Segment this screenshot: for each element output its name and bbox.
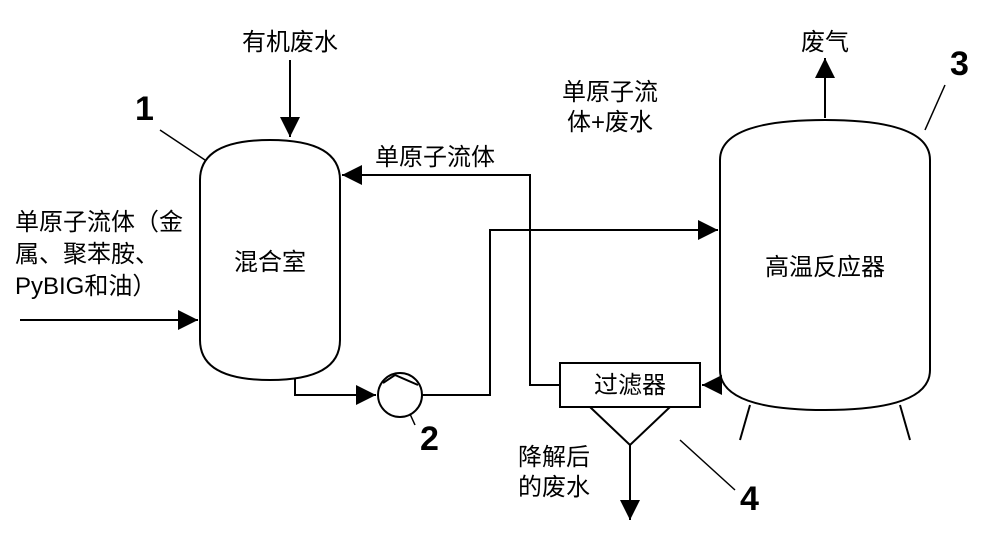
input1-line3: PyBIG和油） bbox=[15, 273, 156, 300]
process-diagram: 混合室 1 高温反应器 3 2 过滤器 4 有机废水 废气 bbox=[0, 0, 1000, 549]
to-reactor-line2: 体+废水 bbox=[567, 109, 653, 136]
reactor-label: 高温反应器 bbox=[765, 254, 885, 281]
exhaust-gas-label: 废气 bbox=[801, 29, 849, 56]
pump-to-reactor-flow: 单原子流 体+废水 bbox=[422, 79, 718, 395]
filter-number: 4 bbox=[740, 480, 759, 518]
recycle-label: 单原子流体 bbox=[375, 144, 495, 171]
organic-wastewater-input: 有机废水 bbox=[242, 29, 338, 137]
input1-line1: 单原子流体（金 bbox=[15, 209, 183, 236]
mixer-label: 混合室 bbox=[234, 249, 306, 276]
reactor-tank: 高温反应器 3 bbox=[720, 45, 969, 440]
mixer-number: 1 bbox=[135, 90, 154, 128]
monatomic-fluid-input: 单原子流体（金 属、聚苯胺、 PyBIG和油） bbox=[15, 209, 198, 320]
to-reactor-line1: 单原子流 bbox=[562, 79, 658, 106]
input1-line2: 属、聚苯胺、 bbox=[15, 241, 159, 268]
organic-wastewater-label: 有机废水 bbox=[242, 29, 338, 56]
exhaust-gas-output: 废气 bbox=[801, 29, 849, 118]
filter-label: 过滤器 bbox=[594, 372, 666, 399]
degraded-line2: 的废水 bbox=[518, 474, 590, 501]
reactor-number: 3 bbox=[950, 45, 969, 83]
degraded-output: 降解后 的废水 bbox=[518, 444, 630, 520]
pump: 2 bbox=[378, 373, 439, 458]
degraded-line1: 降解后 bbox=[518, 444, 590, 471]
pump-number: 2 bbox=[420, 420, 439, 458]
mixer-to-pump-flow bbox=[295, 378, 376, 395]
filter-recycle-flow: 单原子流体 bbox=[342, 144, 560, 385]
